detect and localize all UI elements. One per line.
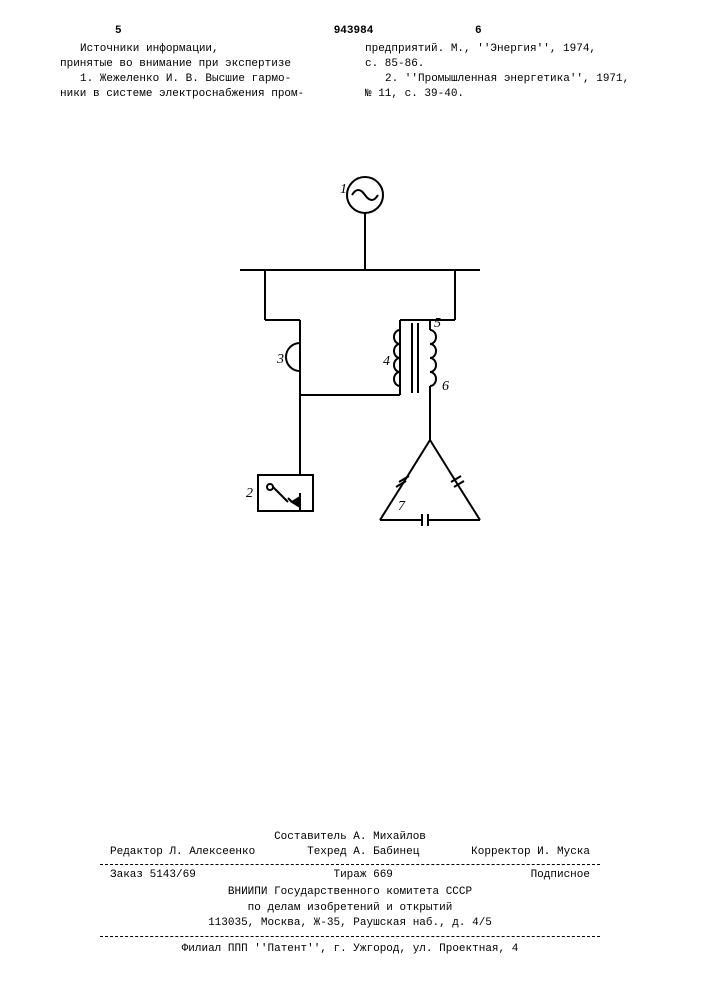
text-line: № 11, с. 39-40. xyxy=(365,87,645,102)
dash-separator xyxy=(100,864,600,865)
footer-compiler: Составитель А. Михайлов xyxy=(100,830,600,845)
dash-separator xyxy=(100,936,600,937)
right-column: предприятий. М., ''Энергия'', 1974, с. 8… xyxy=(365,42,645,101)
circuit-svg: 1 2 3 4 5 6 7 xyxy=(200,165,510,605)
text-line: принятые во внимание при экспертизе xyxy=(60,57,350,72)
text-line: 2. ''Промышленная энергетика'', 1971, xyxy=(365,72,645,87)
label-6: 6 xyxy=(442,379,449,394)
footer-org-1: ВНИИПИ Государственного комитета СССР xyxy=(100,885,600,900)
footer-credits-row: Редактор Л. Алексеенко Техред А. Бабинец… xyxy=(100,845,600,860)
label-7: 7 xyxy=(398,499,406,514)
footer-order-row: Заказ 5143/69 Тираж 669 Подписное xyxy=(100,868,600,883)
footer-podpis: Подписное xyxy=(531,868,590,883)
left-column: Источники информации, принятые во вниман… xyxy=(60,42,350,101)
label-4: 4 xyxy=(383,354,390,369)
footer-org: ВНИИПИ Государственного комитета СССР по… xyxy=(100,885,600,931)
page-num-left: 5 xyxy=(115,25,122,37)
text-line: 1. Жежеленко И. В. Высшие гармо- xyxy=(60,72,350,87)
footer: Составитель А. Михайлов Редактор Л. Алек… xyxy=(100,830,600,958)
label-3: 3 xyxy=(276,352,284,367)
doc-number: 943984 xyxy=(334,25,374,37)
footer-branch: Филиал ППП ''Патент'', г. Ужгород, ул. П… xyxy=(100,942,600,957)
page-num-right: 6 xyxy=(475,25,482,37)
label-5: 5 xyxy=(434,316,441,331)
footer-techred: Техред А. Бабинец xyxy=(307,845,419,860)
text-line: ники в системе электроснабжения пром- xyxy=(60,87,350,102)
footer-tirage: Тираж 669 xyxy=(333,868,392,883)
footer-corrector: Корректор И. Муска xyxy=(471,845,590,860)
footer-editor: Редактор Л. Алексеенко xyxy=(110,845,255,860)
text-line: Источники информации, xyxy=(60,42,350,57)
circuit-diagram: 1 2 3 4 5 6 7 xyxy=(200,165,510,605)
label-2: 2 xyxy=(246,486,253,501)
footer-addr: 113035, Москва, Ж-35, Раушская наб., д. … xyxy=(100,916,600,931)
label-1: 1 xyxy=(340,182,347,197)
footer-org-2: по делам изобретений и открытий xyxy=(100,901,600,916)
footer-order: Заказ 5143/69 xyxy=(110,868,196,883)
text-line: предприятий. М., ''Энергия'', 1974, xyxy=(365,42,645,57)
text-line: с. 85-86. xyxy=(365,57,645,72)
